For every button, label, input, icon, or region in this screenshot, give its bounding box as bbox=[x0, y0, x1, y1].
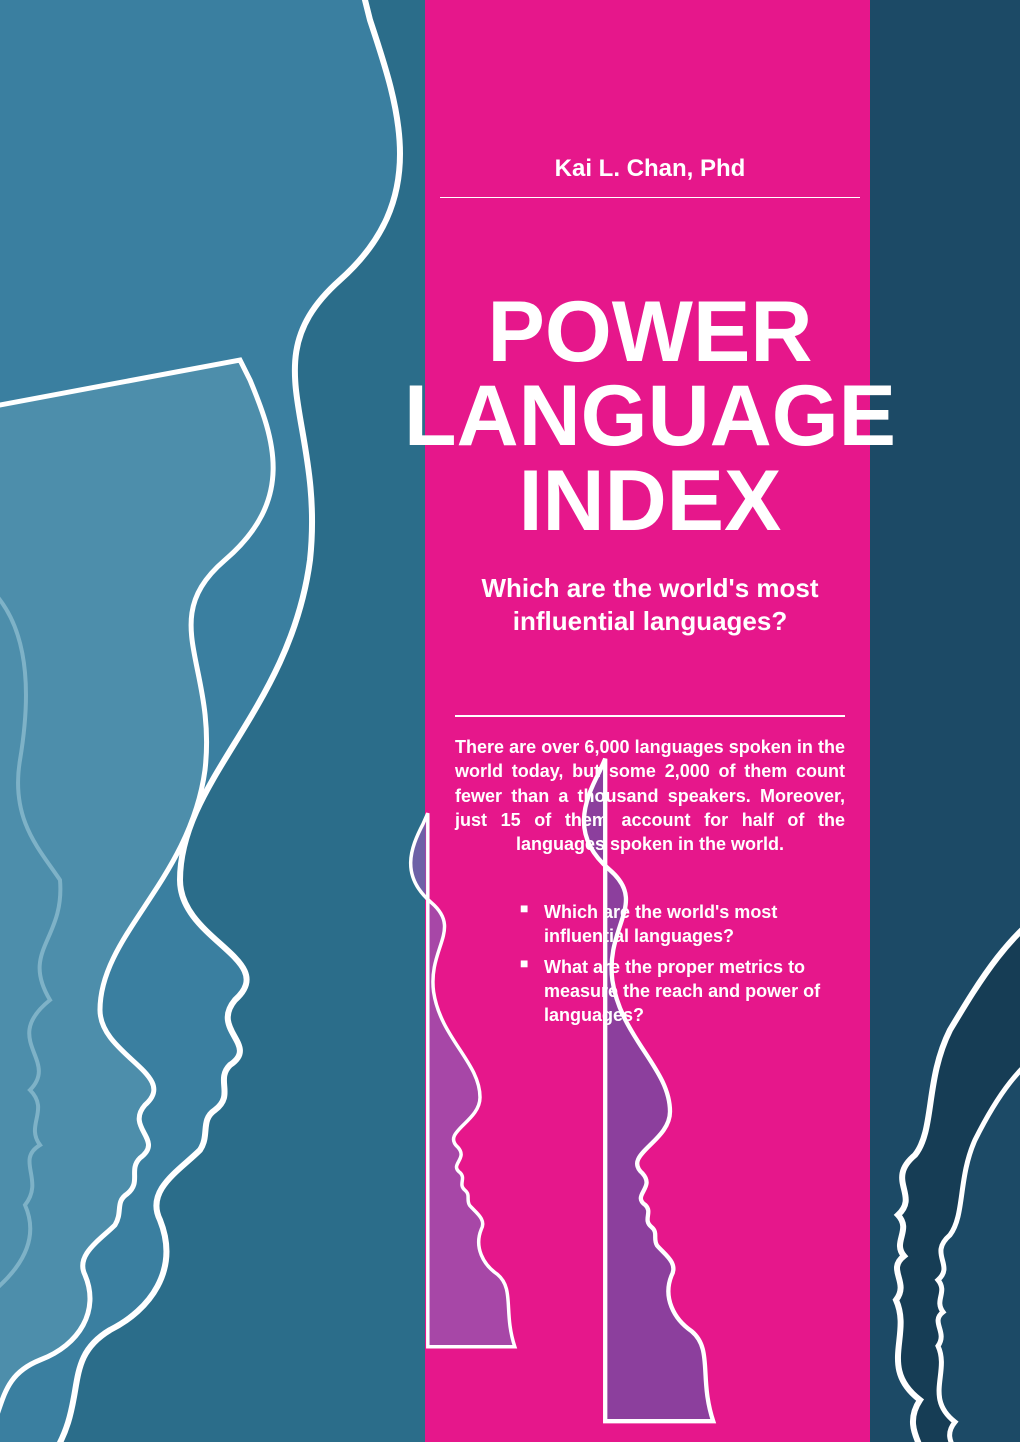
bullet-item: Which are the world's most influential l… bbox=[520, 900, 850, 949]
bullet-item: What are the proper metrics to measure t… bbox=[520, 955, 850, 1028]
main-title: POWER LANGUAGE INDEX bbox=[400, 290, 900, 543]
author-name: Kai L. Chan, Phd bbox=[440, 155, 860, 198]
title-line-2: LANGUAGE bbox=[404, 368, 896, 464]
title-line-1: POWER bbox=[488, 284, 813, 380]
divider-line bbox=[455, 715, 845, 717]
magenta-band bbox=[425, 0, 870, 1442]
cover-page: Kai L. Chan, Phd POWER LANGUAGE INDEX Wh… bbox=[0, 0, 1020, 1442]
subtitle: Which are the world's most influential l… bbox=[440, 572, 860, 637]
bullet-list: Which are the world's most influential l… bbox=[520, 900, 850, 1033]
intro-paragraph: There are over 6,000 languages spoken in… bbox=[455, 735, 845, 856]
background-left-panel bbox=[0, 0, 425, 1442]
title-line-3: INDEX bbox=[519, 453, 782, 549]
